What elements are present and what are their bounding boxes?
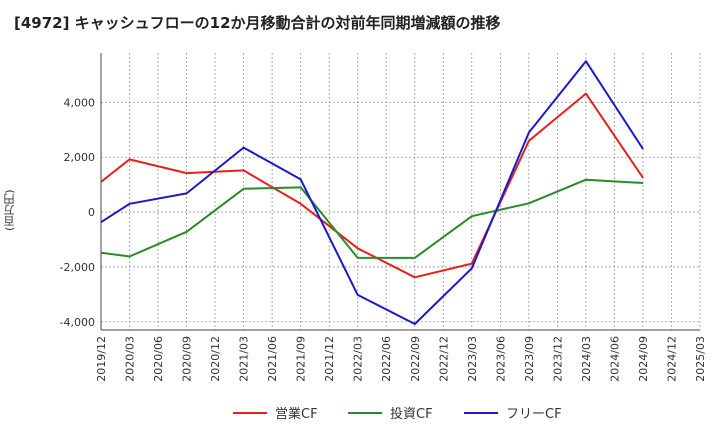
x-tick-label: 2021/09 [295,336,308,382]
x-tick-label: 2023/06 [494,336,507,382]
series-line-投資CF [100,178,644,259]
x-tick-label: 2023/12 [551,336,564,382]
x-tick-label: 2021/06 [266,336,279,382]
y-tick-label: 4,000 [64,96,96,109]
x-tick-label: 2024/09 [637,336,650,382]
legend-label: 営業CF [275,406,318,422]
x-tick-label: 2020/03 [124,336,137,382]
x-tick-label: 2024/06 [608,336,621,382]
x-tick-label: 2020/12 [209,336,222,382]
x-tick-label: 2020/06 [152,336,165,382]
chart-title: [4972] キャッシュフローの12か月移動合計の対前年同期増減額の推移 [14,14,501,32]
legend-label: 投資CF [390,406,433,422]
x-tick-label: 2025/03 [694,336,707,382]
x-tick-label: 2024/12 [665,336,678,382]
x-tick-label: 2022/09 [409,336,422,382]
x-tick-label: 2020/09 [181,336,194,382]
plot-area [101,53,700,330]
y-tick-label: -2,000 [60,261,95,274]
x-tick-label: 2023/03 [466,336,479,382]
legend-label: フリーCF [506,407,562,422]
x-tick-label: 2022/12 [437,336,450,382]
x-tick-label: 2024/03 [580,336,593,382]
x-tick-label: 2023/09 [523,336,536,382]
series-line-営業CF [100,92,644,279]
y-tick-label: -4,000 [60,316,95,329]
x-tick-label: 2021/03 [238,336,251,382]
y-tick-label: 0 [88,206,95,219]
y-tick-label: 2,000 [64,151,96,164]
series-line-フリーCF [100,60,644,325]
x-tick-label: 2022/03 [352,336,365,382]
x-tick-label: 2019/12 [95,336,108,382]
x-tick-label: 2021/12 [323,336,336,382]
x-tick-label: 2022/06 [380,336,393,382]
